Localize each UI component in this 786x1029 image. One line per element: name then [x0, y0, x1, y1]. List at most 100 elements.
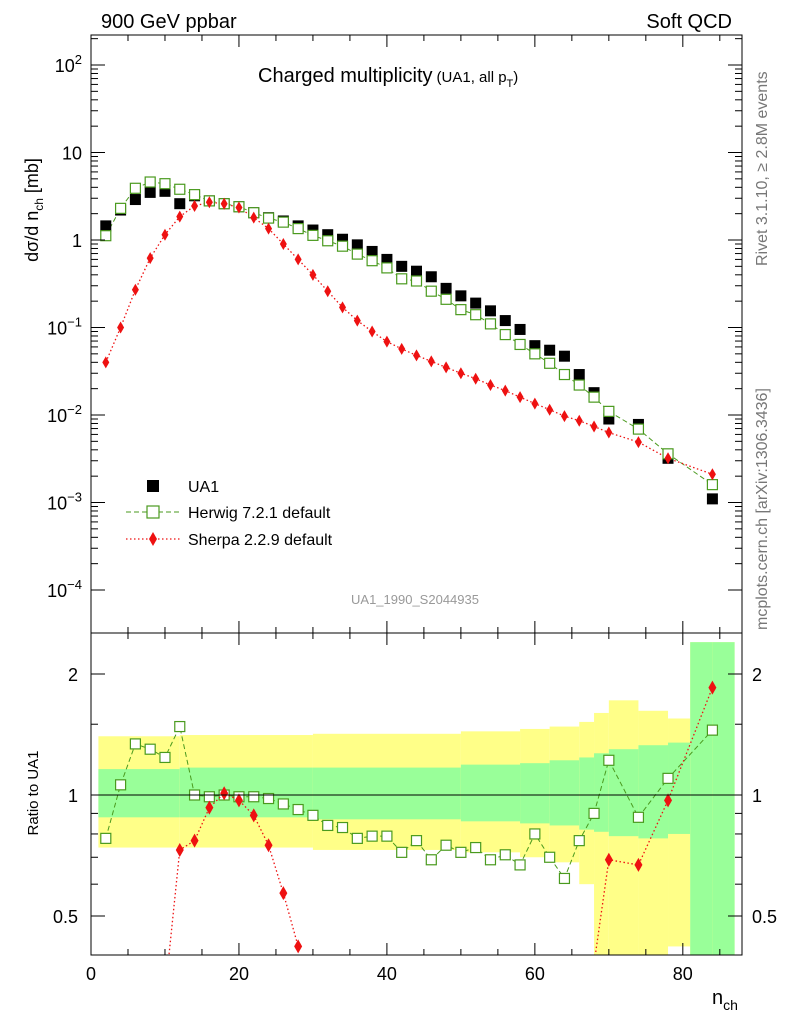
sherpa-point — [486, 379, 494, 392]
sherpa-point — [413, 349, 420, 362]
ratio-series — [100, 680, 719, 955]
sherpa-point — [472, 372, 480, 385]
ua1-point — [440, 282, 452, 294]
rivet-version-label: Rivet 3.1.10, ≥ 2.8M events — [754, 71, 771, 266]
plot-title-sub-sub: T — [507, 78, 514, 90]
axis-ticks: 0 20 40 60 80 10−4 10−3 10−2 10−1 1 10 102 0.5 0.5 1 1 2… — [47, 35, 777, 984]
y-tick-label: 10−1 — [47, 315, 82, 339]
ratio-herwig-point — [558, 872, 571, 885]
plot-title-sub-close: ) — [513, 69, 518, 86]
ratio-sherpa-point — [249, 808, 258, 823]
x-tick-label: 60 — [525, 964, 545, 984]
herwig-point — [455, 304, 467, 316]
ua1-point — [529, 340, 541, 352]
sherpa-point — [708, 468, 716, 481]
ratio-herwig-point — [410, 835, 423, 847]
herwig-point — [100, 230, 112, 242]
herwig-point — [322, 235, 334, 247]
ratio-herwig-point — [336, 821, 349, 834]
legend-marker-ua1 — [147, 480, 159, 492]
ua1-point — [425, 271, 437, 283]
sherpa-point — [605, 426, 613, 439]
legend: UA1 Herwig 7.2.1 default Sherpa 2.2.9 de… — [126, 479, 333, 549]
ratio-herwig-point — [351, 832, 363, 844]
herwig-point — [159, 178, 171, 190]
plot-title: Charged multiplicity (UA1, all pT) — [258, 65, 518, 90]
ratio-herwig-point — [573, 835, 585, 847]
ratio-sherpa-point — [664, 793, 673, 808]
herwig-point — [381, 262, 393, 274]
band-inner-11 — [690, 642, 713, 955]
ratio-herwig-point — [440, 839, 452, 851]
ratio-herwig-point — [632, 811, 645, 823]
ratio-sherpa-point — [190, 833, 199, 848]
sherpa-point — [664, 452, 672, 465]
ua1-point — [499, 315, 511, 327]
sherpa-point — [279, 238, 287, 251]
ratio-sherpa-point — [205, 800, 214, 815]
ua1-point — [337, 233, 349, 245]
ratio-y-tick-label-left: 0.5 — [53, 907, 78, 927]
sherpa-point — [560, 410, 568, 423]
sherpa-point — [531, 397, 539, 410]
y-tick-label: 10 — [62, 144, 82, 164]
legend-marker-herwig — [146, 505, 160, 519]
band-inner-3 — [460, 764, 521, 822]
herwig-point — [292, 222, 304, 235]
ua1-point — [174, 198, 186, 210]
ua1-point — [470, 297, 482, 309]
ratio-sherpa-point — [234, 793, 243, 808]
sherpa-point — [102, 356, 110, 369]
ratio-herwig-point — [425, 854, 437, 866]
ratio-herwig-point — [144, 743, 156, 755]
sherpa-point — [501, 384, 509, 397]
herwig-point — [366, 255, 378, 267]
sherpa-point — [398, 342, 406, 355]
sherpa-point — [309, 268, 317, 281]
herwig-point — [499, 328, 511, 341]
herwig-point — [603, 405, 615, 417]
header-left: 900 GeV ppbar — [101, 11, 237, 33]
herwig-point — [529, 348, 541, 360]
herwig-point — [144, 176, 156, 188]
y-axis-label-ratio: Ratio to UA1 — [25, 750, 42, 835]
ratio-herwig-point — [603, 754, 615, 766]
sherpa-point — [516, 391, 524, 404]
ratio-y-tick-label-left: 2 — [68, 665, 78, 685]
herwig-point — [514, 338, 526, 351]
ratio-herwig-point — [277, 798, 289, 810]
sherpa-point — [383, 335, 391, 348]
legend-label-ua1: UA1 — [188, 479, 219, 496]
ratio-herwig-point — [499, 849, 511, 861]
ua1-point — [366, 245, 378, 257]
ratio-sherpa-point — [175, 842, 184, 857]
ua1-point — [411, 265, 422, 277]
ratio-y-tick-label-right: 2 — [752, 665, 762, 685]
sherpa-point — [161, 228, 169, 241]
ratio-herwig-point — [322, 819, 334, 832]
ratio-herwig-point — [381, 830, 393, 842]
sherpa-point — [324, 285, 332, 298]
sherpa-point — [294, 253, 302, 266]
ratio-sherpa-line — [168, 792, 299, 955]
herwig-point — [277, 216, 289, 228]
ua1-point — [484, 305, 496, 317]
sherpa-point — [575, 414, 583, 427]
band-inner-9 — [638, 745, 669, 839]
herwig-point — [573, 379, 585, 391]
herwig-point — [262, 212, 275, 224]
ratio-herwig-point — [366, 830, 378, 842]
ratio-plot-frame — [90, 632, 743, 956]
ua1-point — [396, 260, 408, 272]
band-inner-12 — [712, 642, 735, 955]
ratio-herwig-point — [706, 724, 719, 736]
ratio-herwig-point — [114, 779, 127, 791]
ratio-herwig-point — [129, 738, 141, 750]
sherpa-line — [105, 201, 713, 475]
main-series — [100, 176, 719, 505]
ratio-sherpa-point — [279, 886, 288, 901]
ratio-herwig-point — [159, 751, 171, 764]
x-tick-label: 20 — [229, 964, 249, 984]
herwig-point — [396, 273, 408, 285]
